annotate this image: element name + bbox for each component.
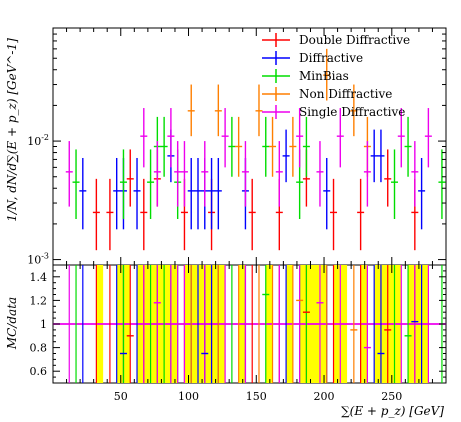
ratio-markers-single-diffractive — [153, 302, 371, 349]
data-point — [269, 116, 277, 177]
data-point — [411, 141, 419, 207]
data-point — [363, 141, 371, 207]
data-point — [147, 149, 155, 220]
x-tick-label: 200 — [314, 390, 335, 403]
data-point — [79, 157, 87, 230]
data-point — [330, 178, 338, 251]
data-point — [113, 157, 121, 230]
data-point — [201, 141, 209, 207]
x-tick-label: 250 — [381, 390, 402, 403]
x-tick-label: 50 — [114, 390, 128, 403]
data-point — [323, 157, 331, 230]
legend-item-diffractive: Diffractive — [262, 51, 363, 65]
data-point — [282, 129, 290, 183]
legend-item-non-diffractive: Non Diffractive — [262, 87, 392, 101]
ratio-y-tick-label: 0.6 — [30, 365, 48, 378]
legend: Double Diffractive Diffractive MinBias Non … — [262, 33, 410, 119]
data-point — [357, 178, 365, 251]
data-point — [370, 129, 378, 183]
ratio-y-tick-label: 1.2 — [30, 294, 48, 307]
data-point — [208, 157, 216, 230]
x-tick-label: 150 — [246, 390, 267, 403]
x-tick-label: 100 — [178, 390, 199, 403]
data-point — [289, 116, 297, 177]
data-point — [106, 178, 114, 251]
legend-item-minbias: MinBias — [262, 69, 349, 83]
legend-label: Double Diffractive — [299, 33, 410, 47]
main-panel: 10-3 10-2 Double Diffractive Diffractive Mi… — [5, 27, 447, 267]
legend-item-double-diffractive: Double Diffractive — [262, 33, 410, 47]
ratio-y-tick-label: 0.8 — [30, 342, 48, 355]
data-point — [133, 157, 141, 230]
data-point — [214, 84, 222, 137]
data-point — [214, 157, 222, 230]
data-point — [391, 149, 399, 220]
ratio-y-axis-ticks: 0.6 0.8 1 1.2 1.4 — [30, 264, 446, 384]
data-point — [153, 141, 161, 207]
data-point — [119, 149, 127, 220]
data-point — [65, 141, 73, 207]
data-point — [296, 108, 304, 168]
data-point — [424, 108, 432, 168]
data-point — [160, 116, 168, 177]
data-point — [275, 141, 283, 207]
data-point — [438, 149, 446, 220]
data-point — [397, 108, 405, 168]
ratio-plot-marks — [68, 265, 443, 383]
ratio-y-axis-label: MC/data — [5, 297, 19, 350]
data-point — [255, 84, 263, 137]
legend-label: Diffractive — [299, 51, 363, 65]
ratio-markers-minbias — [262, 293, 412, 337]
data-point — [92, 178, 100, 251]
data-point — [404, 116, 412, 177]
ratio-series-single-diffractive — [68, 265, 429, 383]
data-point — [323, 48, 331, 101]
data-point — [241, 141, 249, 207]
data-point — [140, 178, 148, 251]
series-diffractive — [79, 129, 426, 230]
data-point — [174, 141, 182, 207]
data-point — [126, 149, 134, 207]
ratio-markers-diffractive — [119, 320, 419, 355]
main-y-axis-label: 1/N, dN/d∑(E + p_z) [GeV^-1] — [5, 38, 19, 222]
x-axis-label: ∑(E + p_z) [GeV] — [341, 404, 444, 418]
ratio-panel: 0.6 0.8 1 1.2 1.4 50 100 150 200 250 MC/data ∑(E… — [5, 28, 447, 418]
data-point — [187, 157, 195, 230]
legend-label: Single Diffractive — [299, 105, 405, 119]
data-point — [384, 149, 392, 207]
data-point — [194, 157, 202, 230]
data-point — [377, 129, 385, 183]
data-point — [221, 108, 229, 168]
data-point — [248, 178, 256, 251]
data-point — [180, 141, 188, 207]
ratio-y-tick-label: 1 — [40, 318, 47, 331]
data-point — [316, 141, 324, 207]
ratio-y-tick-label: 1.4 — [30, 271, 48, 284]
data-point — [228, 116, 236, 177]
x-axis-ticks: 50 100 150 200 250 — [66, 28, 447, 403]
legend-label: Non Diffractive — [299, 87, 392, 101]
main-plot-frame — [52, 27, 447, 266]
data-point — [418, 157, 426, 230]
data-point — [187, 84, 195, 137]
data-point — [336, 108, 344, 168]
y-tick-label: 10-2 — [27, 133, 49, 148]
legend-label: MinBias — [299, 69, 349, 83]
data-point — [302, 116, 310, 177]
ratio-markers-double-diffractive — [126, 311, 392, 337]
data-point — [235, 116, 243, 177]
legend-item-single-diffractive: Single Diffractive — [262, 105, 405, 119]
series-single-diffractive — [65, 108, 432, 207]
y-tick-label: 10-3 — [27, 252, 49, 267]
main-y-axis-ticks: 10-3 10-2 — [27, 27, 446, 267]
data-point — [262, 116, 270, 177]
data-point — [167, 108, 175, 168]
data-point — [72, 149, 80, 220]
data-point — [140, 108, 148, 168]
data-point — [350, 84, 358, 137]
main-plot-marks — [65, 48, 446, 251]
ratio-markers-non-diffractive — [296, 299, 358, 331]
